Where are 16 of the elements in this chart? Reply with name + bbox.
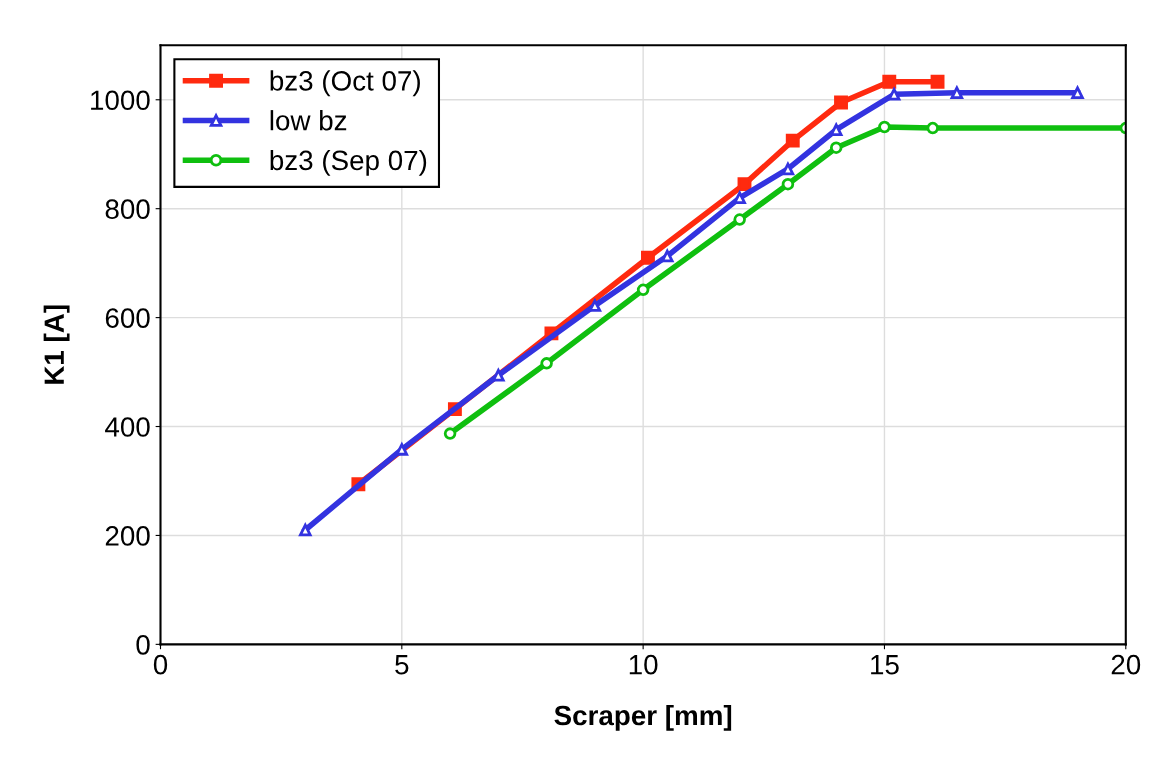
x-axis-title: Scraper [mm] <box>554 704 732 731</box>
x-tick-label: 10 <box>629 654 658 675</box>
y-axis-title: K1 [A] <box>43 305 70 384</box>
y-tick-label: 0 <box>136 635 150 655</box>
y-tick-label: 400 <box>105 417 150 437</box>
y-tick-label: 800 <box>105 199 150 220</box>
legend-label: bz3 (Sep 07) <box>270 149 427 176</box>
x-tick-label: 5 <box>395 655 409 675</box>
y-tick-label: 200 <box>105 526 150 546</box>
x-tick-label: 15 <box>871 655 899 675</box>
x-tick-label: 0 <box>153 654 168 675</box>
y-tick-label: 1000 <box>91 90 150 111</box>
y-tick-label: 600 <box>105 308 150 328</box>
legend-label: low bz <box>270 110 347 131</box>
x-tick-label: 20 <box>1111 654 1141 675</box>
legend-label: bz3 (Oct 07) <box>270 70 420 97</box>
